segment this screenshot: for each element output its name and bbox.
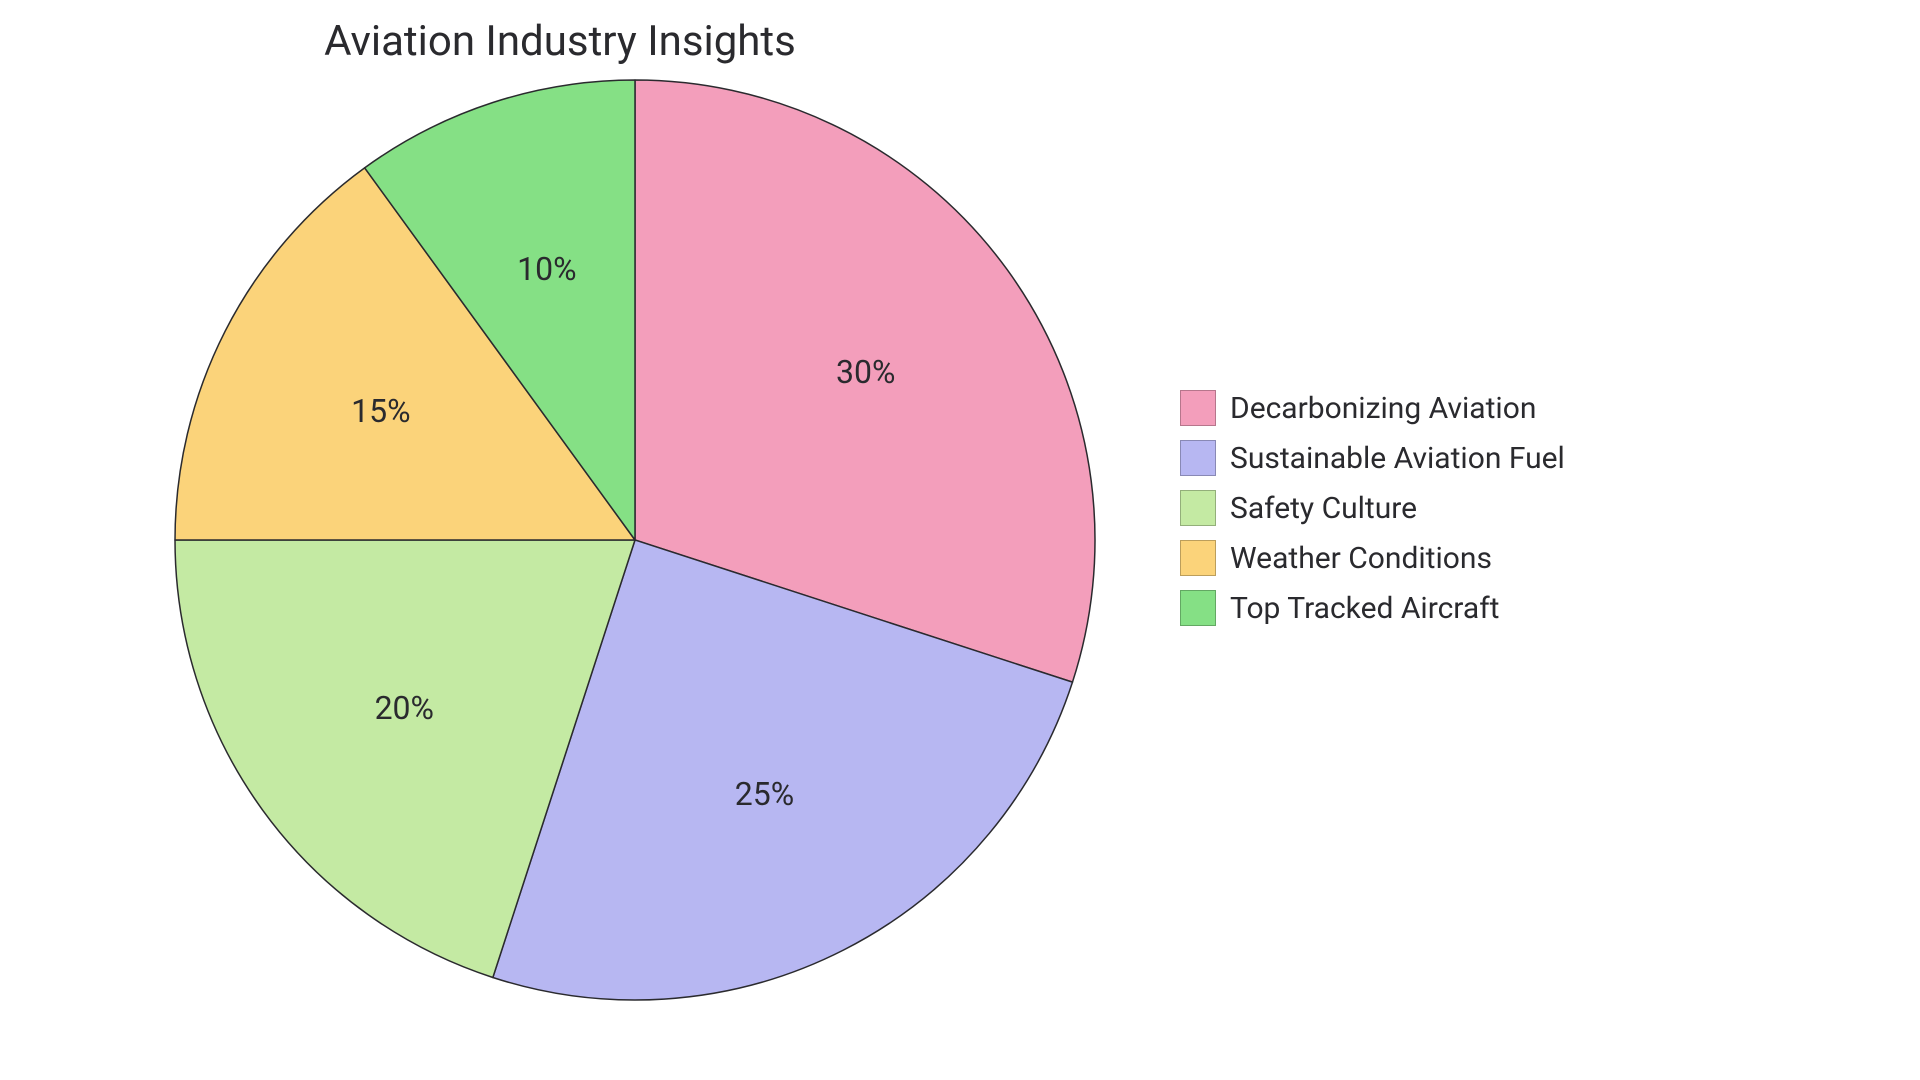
legend-swatch bbox=[1180, 540, 1216, 576]
legend-item: Sustainable Aviation Fuel bbox=[1180, 440, 1565, 476]
legend-item: Safety Culture bbox=[1180, 490, 1565, 526]
legend-item: Decarbonizing Aviation bbox=[1180, 390, 1565, 426]
legend-swatch bbox=[1180, 440, 1216, 476]
pie-slice-label: 10% bbox=[517, 250, 576, 288]
legend-label: Top Tracked Aircraft bbox=[1230, 591, 1499, 626]
legend: Decarbonizing Aviation Sustainable Aviati… bbox=[1180, 390, 1565, 640]
legend-label: Safety Culture bbox=[1230, 491, 1417, 526]
legend-label: Sustainable Aviation Fuel bbox=[1230, 441, 1565, 476]
legend-swatch bbox=[1180, 390, 1216, 426]
legend-item: Top Tracked Aircraft bbox=[1180, 590, 1565, 626]
pie-slice-label: 20% bbox=[375, 689, 434, 727]
pie-svg bbox=[0, 0, 1920, 1080]
pie-slice-label: 30% bbox=[836, 353, 895, 391]
pie-slice-label: 15% bbox=[351, 392, 410, 430]
legend-swatch bbox=[1180, 590, 1216, 626]
legend-label: Weather Conditions bbox=[1230, 541, 1492, 576]
legend-item: Weather Conditions bbox=[1180, 540, 1565, 576]
legend-label: Decarbonizing Aviation bbox=[1230, 391, 1536, 426]
chart-container: Aviation Industry Insights Decarbonizing… bbox=[0, 0, 1920, 1080]
pie-slice-label: 25% bbox=[735, 775, 794, 813]
legend-swatch bbox=[1180, 490, 1216, 526]
